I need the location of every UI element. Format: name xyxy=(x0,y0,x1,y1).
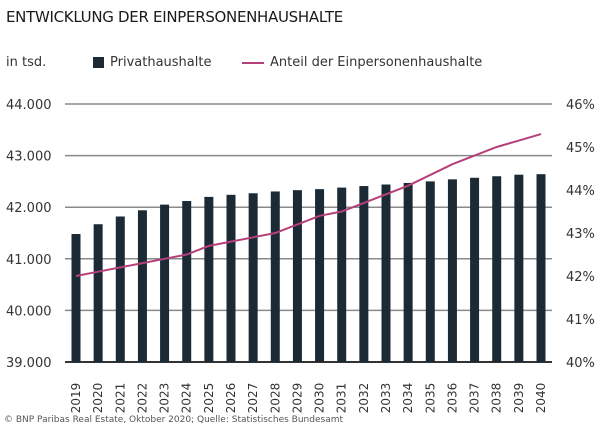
y-tick-right: 46% xyxy=(566,98,595,113)
bar-2035 xyxy=(425,181,435,362)
bar-2019 xyxy=(71,234,81,362)
bar-2028 xyxy=(270,191,280,362)
bar-2026 xyxy=(226,194,236,362)
x-tick-label: 2032 xyxy=(357,383,371,414)
x-tick-label: 2020 xyxy=(91,383,105,414)
x-tick-label: 2034 xyxy=(401,383,415,414)
bar-2039 xyxy=(514,174,524,362)
x-tick-label: 2039 xyxy=(512,383,526,414)
footer-source: © BNP Paribas Real Estate, Oktober 2020;… xyxy=(4,415,344,425)
y-tick-left: 44.000 xyxy=(6,98,52,113)
x-tick-label: 2027 xyxy=(246,383,260,414)
bar-2038 xyxy=(492,176,502,362)
bar-2036 xyxy=(447,179,457,362)
x-tick-label: 2037 xyxy=(468,383,482,414)
y-tick-right: 42% xyxy=(566,270,595,285)
bar-2033 xyxy=(381,184,391,362)
legend-swatch-bar xyxy=(93,57,104,68)
x-tick-label: 2028 xyxy=(268,383,282,414)
y-tick-right: 44% xyxy=(566,184,595,199)
x-tick-label: 2029 xyxy=(290,383,304,414)
bar-2021 xyxy=(115,216,125,362)
bar-2031 xyxy=(337,187,347,362)
legend-label-line: Anteil der Einpersonenhaushalte xyxy=(270,55,483,70)
y-tick-right: 41% xyxy=(566,313,595,328)
y-tick-left: 41.000 xyxy=(6,253,52,268)
x-tick-label: 2033 xyxy=(379,383,393,414)
bar-2029 xyxy=(292,190,302,362)
x-tick-label: 2036 xyxy=(445,383,459,414)
y-tick-left: 39.000 xyxy=(6,356,52,371)
legend-item-line: Anteil der Einpersonenhaushalte xyxy=(242,55,482,70)
bar-2034 xyxy=(403,182,413,362)
y-tick-left: 40.000 xyxy=(6,304,52,319)
y-tick-left: 43.000 xyxy=(6,150,52,165)
bar-2037 xyxy=(470,177,480,362)
chart-title: ENTWICKLUNG DER EINPERSONENHAUSHALTE xyxy=(6,8,343,26)
legend-label-bars: Privathaushalte xyxy=(110,55,212,70)
bar-2023 xyxy=(160,204,170,362)
x-tick-label: 2038 xyxy=(490,383,504,414)
x-tick-label: 2035 xyxy=(423,383,437,414)
x-tick-label: 2026 xyxy=(224,383,238,414)
bar-2027 xyxy=(248,193,258,362)
bar-2020 xyxy=(93,224,103,362)
y-tick-left: 42.000 xyxy=(6,201,52,216)
bar-2022 xyxy=(137,210,147,362)
x-tick-label: 2022 xyxy=(135,383,149,414)
bar-2032 xyxy=(359,186,369,362)
y-tick-right: 40% xyxy=(566,356,595,371)
x-tick-label: 2030 xyxy=(313,383,327,414)
x-tick-label: 2019 xyxy=(69,383,83,414)
line-series-anteil xyxy=(75,133,542,277)
x-tick-label: 2040 xyxy=(534,383,548,414)
bar-2040 xyxy=(536,174,546,362)
bar-2025 xyxy=(204,196,214,362)
x-tick-label: 2031 xyxy=(335,383,349,414)
x-tick-label: 2021 xyxy=(113,383,127,414)
bar-2030 xyxy=(315,189,325,362)
y-tick-right: 43% xyxy=(566,227,595,242)
x-tick-label: 2024 xyxy=(180,383,194,414)
y-tick-right: 45% xyxy=(566,141,595,156)
x-tick-label: 2025 xyxy=(202,383,216,414)
y-axis-unit-label: in tsd. xyxy=(6,55,47,70)
legend-item-bars: Privathaushalte xyxy=(93,55,211,70)
bar-2024 xyxy=(182,201,192,362)
x-tick-label: 2023 xyxy=(158,383,172,414)
legend-swatch-line xyxy=(242,61,264,64)
